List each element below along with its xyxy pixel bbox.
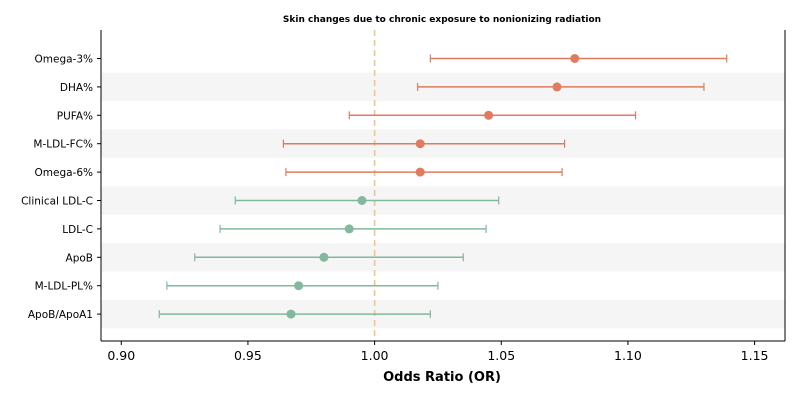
y-tick-label: Omega-6% bbox=[35, 167, 94, 179]
point-estimate bbox=[319, 252, 329, 262]
point-estimate bbox=[570, 54, 580, 63]
y-tick-label: LDL-C bbox=[62, 224, 93, 236]
x-axis-label: Odds Ratio (OR) bbox=[383, 370, 501, 385]
y-tick-label: DHA% bbox=[60, 82, 93, 94]
y-tick-label: M-LDL-PL% bbox=[35, 281, 93, 293]
y-tick-label: ApoB bbox=[66, 252, 93, 264]
x-tick-label: 0.95 bbox=[234, 348, 262, 363]
chart-title: Skin changes due to chronic exposure to … bbox=[283, 15, 601, 25]
x-tick-label: 0.90 bbox=[107, 348, 135, 363]
point-estimate bbox=[357, 196, 367, 205]
y-tick-label: ApoB/ApoA1 bbox=[28, 309, 93, 321]
x-tick-label: 1.05 bbox=[487, 348, 515, 363]
y-tick-label: Omega-3% bbox=[35, 54, 94, 66]
y-tick-label: Clinical LDL-C bbox=[21, 196, 93, 208]
point-estimate bbox=[286, 309, 296, 319]
point-estimate bbox=[415, 167, 425, 177]
point-estimate bbox=[294, 281, 304, 291]
point-estimate bbox=[344, 224, 354, 234]
point-estimate bbox=[415, 139, 425, 149]
x-tick-label: 1.10 bbox=[614, 348, 642, 363]
point-estimate bbox=[552, 82, 562, 92]
y-tick-label: M-LDL-FC% bbox=[33, 139, 93, 151]
x-tick-label: 1.00 bbox=[361, 348, 389, 363]
point-estimate bbox=[484, 110, 494, 120]
y-tick-label: PUFA% bbox=[57, 110, 93, 122]
x-tick-label: 1.15 bbox=[741, 348, 769, 363]
